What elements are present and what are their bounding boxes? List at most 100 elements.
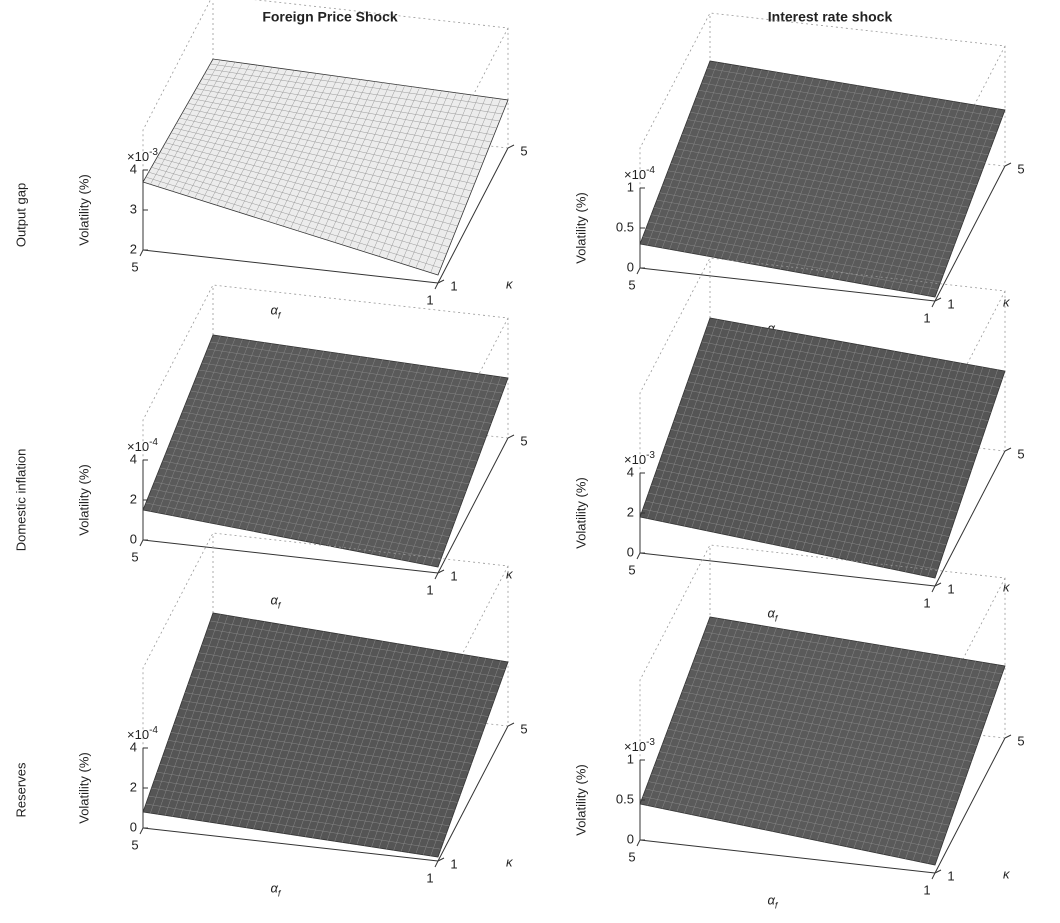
mesh-line — [290, 637, 361, 835]
mesh-line — [162, 756, 458, 803]
y-tick — [1004, 447, 1012, 452]
z-scale-label: ×10-4 — [127, 437, 158, 455]
mesh-line — [312, 82, 383, 236]
mesh-line — [673, 713, 969, 770]
mesh-line — [408, 95, 479, 266]
mesh-line — [179, 117, 475, 185]
mesh-line — [184, 692, 481, 741]
mesh-line — [679, 405, 975, 463]
x-axis-subscript: f — [775, 901, 779, 911]
surface — [142, 334, 509, 568]
y-tick-label: 1 — [947, 581, 954, 596]
z-tick-label: 0 — [627, 831, 634, 846]
z-tick-label: 0 — [130, 531, 137, 546]
mesh-line — [341, 363, 413, 549]
row-label: Domestic inflation — [13, 449, 28, 552]
mesh-line — [779, 343, 851, 547]
mesh-line — [670, 163, 966, 215]
mesh-line — [430, 660, 501, 856]
y-tick-label: 5 — [1017, 446, 1024, 461]
x-tick-label: 1 — [923, 310, 930, 325]
mesh-line — [157, 615, 228, 815]
mesh-line — [654, 619, 725, 808]
y-axis-label: κ — [506, 854, 514, 869]
mesh-line — [816, 646, 888, 841]
y-tick-label: 5 — [1017, 161, 1024, 176]
mesh-line — [701, 341, 997, 397]
axis-line — [639, 552, 936, 587]
mesh-line — [656, 758, 952, 818]
mesh-line — [698, 646, 994, 699]
x-tick-label: 1 — [923, 882, 930, 897]
mesh-line — [713, 331, 784, 533]
y-tick-label: 5 — [1017, 733, 1024, 748]
column-title: Interest rate shock — [768, 9, 893, 25]
mesh-line — [787, 344, 858, 548]
mesh-line — [779, 84, 851, 270]
mesh-line — [364, 649, 435, 846]
axis-line — [142, 249, 439, 284]
mesh-line — [695, 357, 992, 413]
mesh-line — [378, 369, 450, 556]
mesh-line — [645, 229, 941, 283]
z-tick-label: 2 — [627, 504, 634, 519]
mesh-line — [656, 468, 952, 529]
mesh-line — [231, 627, 302, 826]
mesh-line — [198, 652, 495, 702]
y-tick — [507, 144, 515, 149]
mesh-line — [676, 706, 972, 762]
mesh-line — [787, 85, 858, 271]
mesh-line — [912, 366, 984, 574]
mesh-line — [179, 340, 251, 518]
mesh-line — [653, 207, 950, 260]
mesh-line — [154, 481, 450, 538]
mesh-line — [707, 624, 1003, 675]
mesh-line — [816, 349, 888, 554]
mesh-line — [193, 668, 489, 717]
mesh-line — [173, 724, 469, 772]
mesh-line — [846, 355, 917, 560]
mesh-line — [148, 795, 444, 842]
mesh-line — [349, 647, 420, 844]
mesh-line — [853, 356, 925, 562]
surface-plot: 2 3 4×10-3 Volatility (%) 1 5 1 5 αf κ — [76, 0, 528, 321]
axis-line — [142, 827, 439, 862]
mesh-line — [148, 171, 444, 262]
mesh-line — [713, 629, 784, 820]
x-axis-label: αf — [271, 593, 282, 611]
mesh-line — [684, 325, 755, 527]
y-tick-label: 5 — [520, 721, 527, 736]
mesh-line — [415, 374, 487, 563]
mesh-line — [662, 743, 958, 802]
x-tick — [636, 552, 641, 560]
y-tick-label: 1 — [450, 278, 457, 293]
mesh-line — [151, 167, 447, 255]
mesh-line — [253, 74, 324, 217]
mesh-line — [209, 623, 280, 823]
mesh-line — [743, 634, 814, 826]
mesh-line — [260, 75, 332, 220]
mesh-line — [172, 339, 243, 516]
mesh-line — [912, 662, 984, 861]
x-axis-symbol: α — [768, 606, 776, 621]
mesh-line — [704, 75, 1000, 126]
mesh-line — [897, 364, 969, 571]
mesh-line — [201, 362, 497, 409]
mesh-line — [386, 92, 457, 259]
row-label: Output gap — [13, 183, 28, 247]
mesh-line — [662, 453, 958, 513]
z-scale-power: -3 — [646, 737, 655, 748]
mesh-line — [282, 636, 354, 834]
y-tick-label: 1 — [947, 868, 954, 883]
mesh-line — [423, 659, 494, 855]
mesh-line — [647, 62, 718, 246]
x-tick-label: 5 — [628, 849, 635, 864]
mesh-line — [393, 93, 464, 262]
mesh-line — [920, 368, 991, 576]
axis-line — [142, 539, 439, 574]
mesh-line — [802, 87, 873, 274]
mesh-line — [676, 148, 972, 201]
x-tick-label: 5 — [628, 562, 635, 577]
